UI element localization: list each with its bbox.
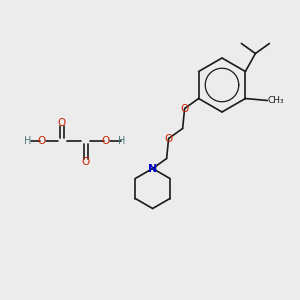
Text: O: O [164,134,173,143]
Text: CH₃: CH₃ [267,96,284,105]
Text: N: N [148,164,157,173]
Text: O: O [181,103,189,113]
Text: H: H [24,136,32,146]
Text: H: H [118,136,126,146]
Text: O: O [58,118,66,128]
Text: O: O [82,157,90,167]
Text: O: O [38,136,46,146]
Text: O: O [102,136,110,146]
